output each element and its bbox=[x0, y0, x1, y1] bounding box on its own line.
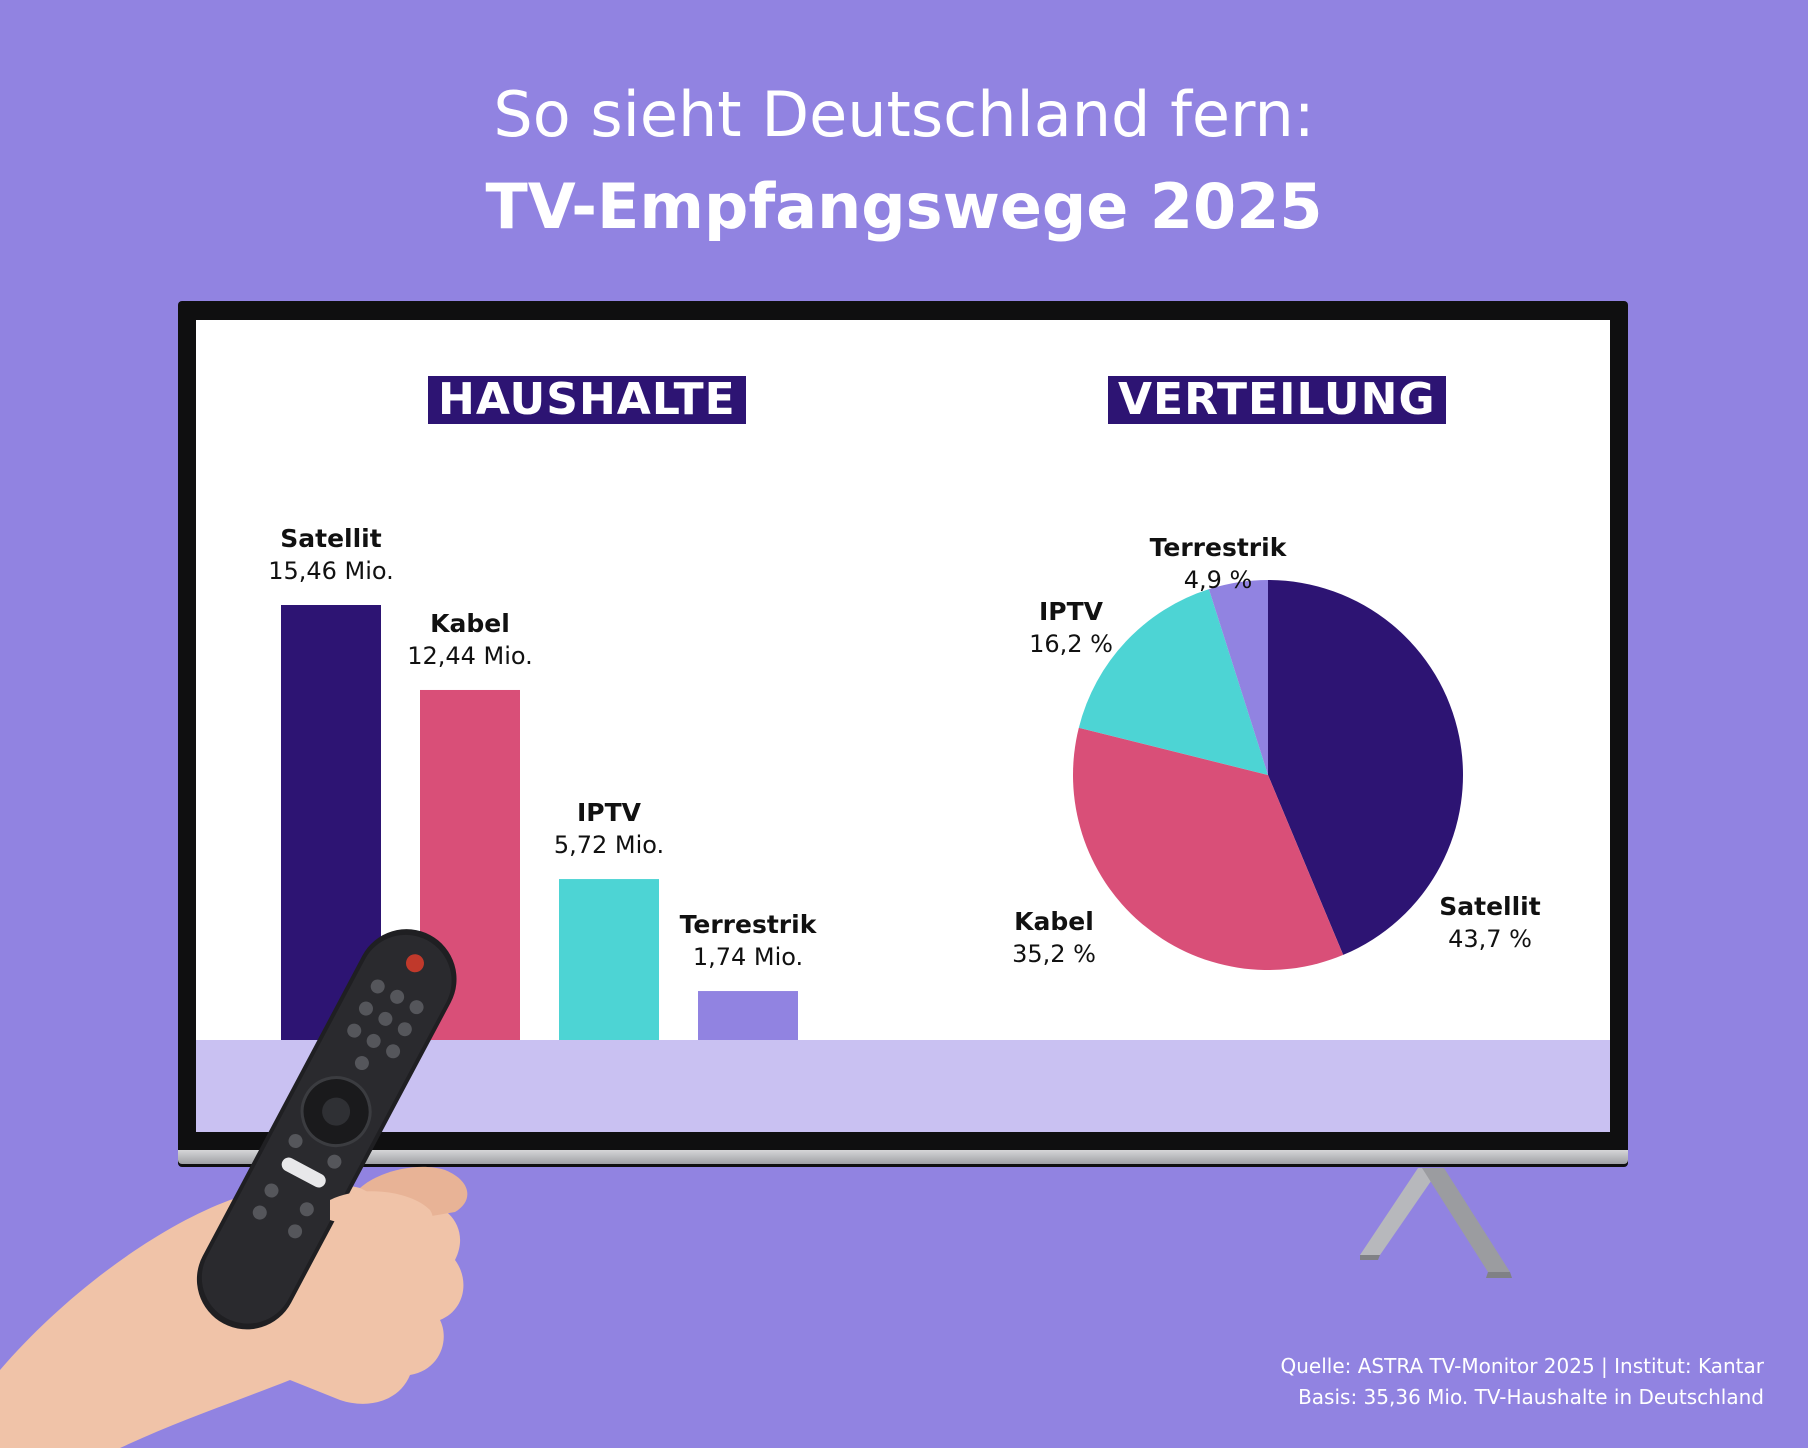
pie-label-iptv: IPTV bbox=[1039, 597, 1104, 626]
source-line-2: Basis: 35,36 Mio. TV-Haushalte in Deutsc… bbox=[1298, 1385, 1764, 1409]
bar-terrestrik bbox=[698, 991, 798, 1040]
pie-slice-terrestrik bbox=[1208, 580, 1268, 775]
pie-value-kabel: 35,2 % bbox=[1012, 940, 1096, 968]
pie-value-iptv: 16,2 % bbox=[1029, 630, 1113, 658]
pie-label-terrestrik: Terrestrik bbox=[1150, 533, 1288, 562]
pie-value-satellit: 43,7 % bbox=[1448, 925, 1532, 953]
tv-stand-icon bbox=[1360, 1168, 1512, 1278]
pie-label-satellit: Satellit bbox=[1439, 892, 1540, 921]
pie-value-terrestrik: 4,9 % bbox=[1184, 566, 1253, 594]
bar-label-satellit: Satellit bbox=[280, 524, 381, 553]
tv-remote-icon bbox=[0, 929, 468, 1448]
bar-label-iptv: IPTV bbox=[577, 798, 642, 827]
headline-line-2: TV-Empfangswege 2025 bbox=[485, 170, 1323, 243]
pie-slice-satellit bbox=[1268, 580, 1464, 955]
bar-label-terrestrik: Terrestrik bbox=[680, 910, 818, 939]
pie-chart: Satellit 43,7 % Kabel 35,2 % IPTV 16,2 % Terre… bbox=[1012, 533, 1541, 971]
pie-slice-kabel bbox=[1073, 727, 1344, 971]
pie-slice-iptv bbox=[1078, 589, 1268, 775]
source-line-1: Quelle: ASTRA TV-Monitor 2025 | Institut… bbox=[1280, 1354, 1765, 1378]
bar-value-iptv: 5,72 Mio. bbox=[554, 831, 664, 859]
pie-chart-title: VERTEILUNG bbox=[1108, 376, 1446, 424]
screen-floor bbox=[196, 1040, 1610, 1132]
bar-iptv bbox=[559, 879, 659, 1040]
headline-line-1: So sieht Deutschland fern: bbox=[493, 78, 1315, 151]
tv-trim bbox=[178, 1150, 1628, 1164]
bar-label-kabel: Kabel bbox=[430, 609, 510, 638]
bar-value-terrestrik: 1,74 Mio. bbox=[693, 943, 803, 971]
bar-value-satellit: 15,46 Mio. bbox=[268, 557, 394, 585]
bar-chart-title: HAUSHALTE bbox=[428, 376, 746, 424]
bar-value-kabel: 12,44 Mio. bbox=[407, 642, 533, 670]
pie-label-kabel: Kabel bbox=[1014, 907, 1094, 936]
